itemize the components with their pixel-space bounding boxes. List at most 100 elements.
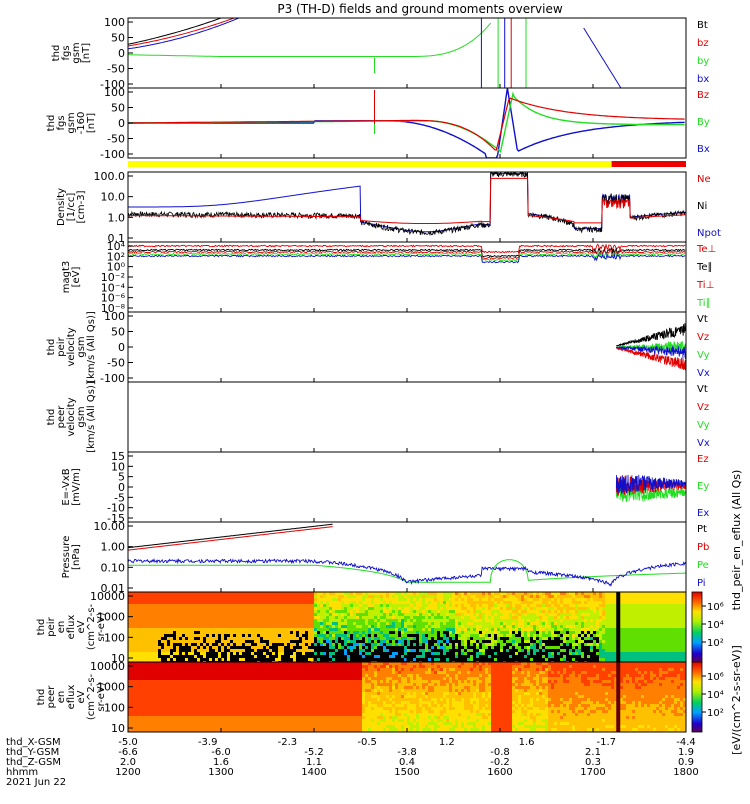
heatmap-cell	[143, 722, 146, 725]
heatmap-cell	[350, 640, 353, 643]
heatmap-cell	[134, 628, 137, 631]
heatmap-cell	[170, 610, 173, 613]
heatmap-cell	[602, 640, 605, 643]
heatmap-cell	[443, 658, 446, 661]
y-tick-label: 100	[104, 310, 125, 323]
heatmap-cell	[392, 628, 395, 631]
heatmap-cell	[263, 610, 266, 613]
heatmap-cell	[206, 646, 209, 649]
heatmap-cell	[170, 616, 173, 619]
heatmap-cell	[497, 595, 500, 598]
heatmap-cell	[524, 613, 527, 616]
heatmap-cell	[587, 640, 590, 643]
heatmap-cell	[443, 655, 446, 658]
heatmap-cell	[575, 649, 578, 652]
heatmap-cell	[542, 622, 545, 625]
heatmap-cell	[245, 634, 248, 637]
heatmap-cell	[416, 598, 419, 601]
heatmap-cell	[287, 643, 290, 646]
heatmap-cell	[572, 643, 575, 646]
heatmap-cell	[362, 595, 365, 598]
heatmap-cell	[593, 595, 596, 598]
heatmap-cell	[191, 607, 194, 610]
heatmap-cell	[413, 649, 416, 652]
heatmap-cell	[416, 619, 419, 622]
heatmap-cell	[335, 595, 338, 598]
heatmap-cell	[545, 649, 548, 652]
heatmap-cell	[443, 637, 446, 640]
heatmap-cell	[254, 625, 257, 628]
heatmap-cell	[497, 613, 500, 616]
heatmap-cell	[623, 616, 626, 619]
heatmap-cell	[500, 655, 503, 658]
heatmap-cell	[245, 631, 248, 634]
heatmap-cell	[515, 616, 518, 619]
heatmap-cell	[170, 637, 173, 640]
heatmap-cell	[584, 607, 587, 610]
heatmap-cell	[509, 607, 512, 610]
plot-area-efield	[616, 475, 685, 502]
heatmap-cell	[383, 625, 386, 628]
heatmap-cell	[590, 646, 593, 649]
heatmap-cell	[350, 595, 353, 598]
heatmap-cell	[512, 631, 515, 634]
heatmap-cell	[590, 604, 593, 607]
heatmap-cell	[287, 607, 290, 610]
heatmap-cell	[194, 628, 197, 631]
heatmap-cell	[272, 625, 275, 628]
heatmap-cell	[137, 631, 140, 634]
heatmap-cell	[377, 604, 380, 607]
heatmap-cell	[560, 628, 563, 631]
heatmap-cell	[272, 598, 275, 601]
heatmap-cell	[593, 613, 596, 616]
heatmap-cell	[419, 604, 422, 607]
heatmap-cell	[494, 655, 497, 658]
heatmap-cell	[419, 643, 422, 646]
heatmap-cell	[359, 625, 362, 628]
heatmap-cell	[152, 613, 155, 616]
heatmap-cell	[347, 652, 350, 655]
heatmap-cell	[278, 646, 281, 649]
heatmap-cell	[485, 628, 488, 631]
heatmap-cell	[323, 619, 326, 622]
heatmap-cell	[467, 652, 470, 655]
y-tick-label: 0.10	[101, 561, 126, 574]
heatmap-cell	[590, 622, 593, 625]
heatmap-cell	[275, 643, 278, 646]
heatmap-cell	[398, 619, 401, 622]
heatmap-cell	[329, 658, 332, 661]
heatmap-cell	[299, 610, 302, 613]
heatmap-cell	[428, 604, 431, 607]
heatmap-cell	[386, 643, 389, 646]
heatmap-cell	[233, 640, 236, 643]
heatmap-cell	[653, 613, 656, 616]
heatmap-cell	[371, 658, 374, 661]
heatmap-cell	[449, 613, 452, 616]
heatmap-cell	[347, 625, 350, 628]
heatmap-cell	[356, 622, 359, 625]
heatmap-cell	[269, 649, 272, 652]
heatmap-cell	[425, 634, 428, 637]
heatmap-cell	[389, 598, 392, 601]
heatmap-cell	[554, 601, 557, 604]
heatmap-cell	[335, 601, 338, 604]
legend-entry: Bz	[697, 90, 709, 101]
heatmap-cell	[209, 649, 212, 652]
heatmap-cell	[524, 616, 527, 619]
heatmap-cell	[149, 692, 152, 695]
heatmap-cell	[278, 658, 281, 661]
heatmap-cell	[449, 610, 452, 613]
heatmap-cell	[650, 610, 653, 613]
heatmap-cell	[191, 643, 194, 646]
heatmap-cell	[287, 616, 290, 619]
heatmap-cell	[578, 628, 581, 631]
heatmap-cell	[326, 601, 329, 604]
heatmap-cell	[548, 655, 551, 658]
heatmap-cell	[572, 595, 575, 598]
heatmap-cell	[584, 658, 587, 661]
heatmap-cell	[203, 619, 206, 622]
heatmap-cell	[557, 625, 560, 628]
heatmap-cell	[608, 637, 611, 640]
heatmap-cell	[242, 637, 245, 640]
heatmap-cell	[134, 665, 137, 668]
